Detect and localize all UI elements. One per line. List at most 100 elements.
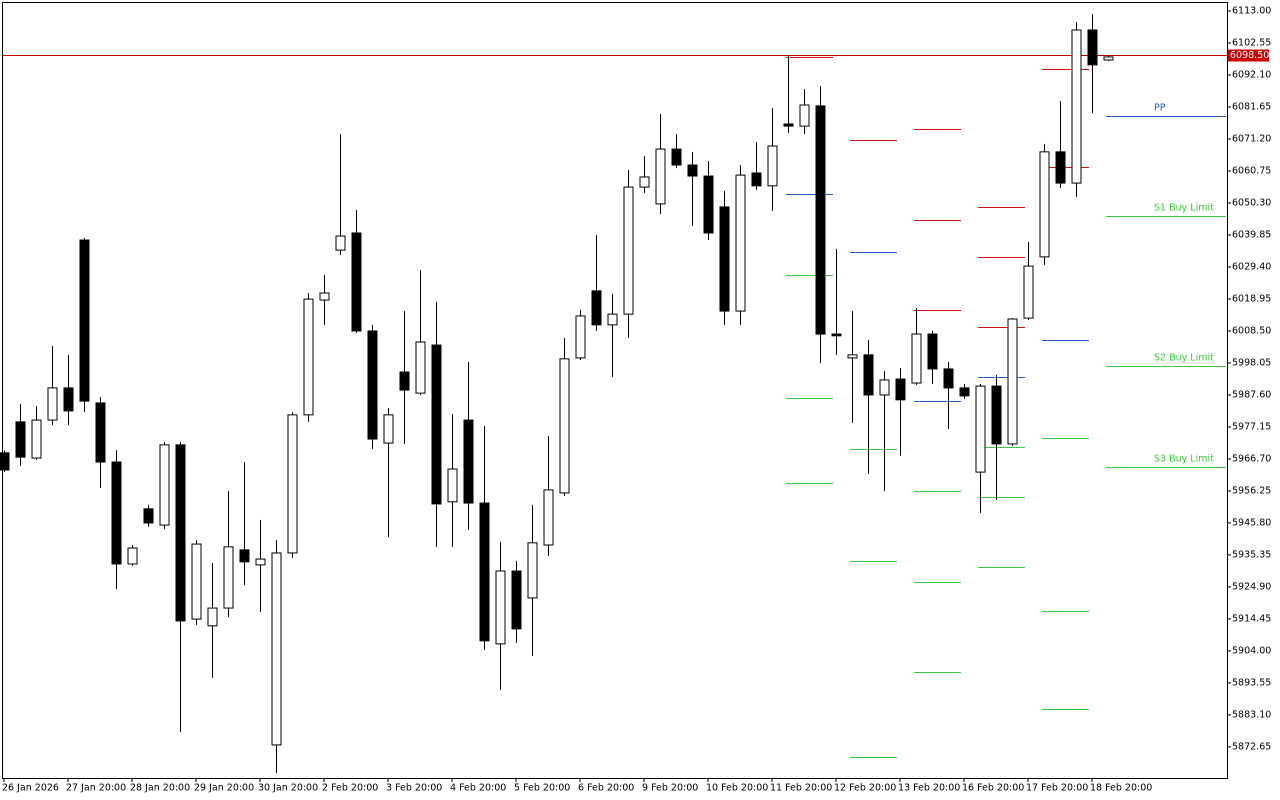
candle-body [511,570,522,630]
x-tick-label: 16 Feb 20:00 [962,783,1024,794]
candle-body [143,508,154,524]
candle-body [1103,56,1114,61]
x-tick-label: 11 Feb 20:00 [770,783,832,794]
level-label: S1 Buy Limit [1154,203,1214,214]
y-tick-label: 5977.15 [1232,421,1271,432]
candle-body [783,123,794,127]
candle-body [927,333,938,370]
candle-body [1087,29,1098,66]
y-tick-label: 6071.20 [1232,133,1271,144]
y-tick-label: 5872.65 [1232,741,1271,752]
y-tick-label: 5914.45 [1232,613,1271,624]
candle-body [1039,151,1050,258]
candle-body [799,104,810,127]
y-tick-label: 5935.35 [1232,549,1271,560]
candle-body [703,175,714,234]
y-tick-label: 6060.75 [1232,165,1271,176]
x-tick-label: 2 Feb 20:00 [322,783,378,794]
candle-body [335,235,346,251]
y-tick-label: 5945.80 [1232,517,1271,528]
y-tick-label: 5904.00 [1232,645,1271,656]
x-tick-label: 3 Feb 20:00 [386,783,442,794]
candle-body [63,387,74,412]
plot-frame [2,2,1228,779]
candle-body [687,164,698,177]
y-tick-label: 6050.30 [1232,197,1271,208]
candle-body [495,570,506,645]
candle-body [127,547,138,565]
candle-body [191,543,202,620]
candle-body [815,105,826,335]
candle-body [303,298,314,416]
candle-body [991,385,1002,445]
candle-body [431,344,442,505]
y-tick-label: 6039.85 [1232,229,1271,240]
level-label: PP [1154,103,1166,114]
candle-body [527,542,538,599]
y-tick-label: 6029.40 [1232,261,1271,272]
candle-body [639,176,650,188]
y-tick-label: 6092.10 [1232,69,1271,80]
x-tick-label: 5 Feb 20:00 [514,783,570,794]
candle-body [943,368,954,389]
x-tick-label: 6 Feb 20:00 [578,783,634,794]
y-tick-label: 5883.10 [1232,709,1271,720]
candle-body [239,549,250,563]
last-price-box [1228,49,1269,62]
candle-body [655,148,666,205]
candle-body [319,292,330,301]
y-tick-label: 6018.95 [1232,293,1271,304]
candle-body [1071,29,1082,184]
candle-body [863,354,874,396]
candle-body [207,607,218,627]
x-tick-label: 13 Feb 20:00 [898,783,960,794]
x-tick-label: 12 Feb 20:00 [834,783,896,794]
x-tick-label: 9 Feb 20:00 [642,783,698,794]
y-tick-label: 6008.50 [1232,325,1271,336]
candle-body [959,387,970,397]
candle-body [591,290,602,326]
y-tick-label: 6081.65 [1232,101,1271,112]
candle-body [911,333,922,384]
candle-body [1023,265,1034,319]
candle-body [31,419,42,459]
y-tick-label: 5966.70 [1232,453,1271,464]
candle-body [175,444,186,622]
candle-body [575,315,586,359]
candle-body [831,333,842,337]
candle-body [559,358,570,494]
y-tick-label: 5956.25 [1232,485,1271,496]
y-tick-label: 5998.05 [1232,357,1271,368]
candle-body [447,468,458,503]
x-tick-label: 30 Jan 20:00 [258,783,318,794]
y-tick-label: 5893.55 [1232,677,1271,688]
candle-body [47,387,58,421]
candle-body [383,414,394,444]
candle-body [607,313,618,326]
candle-body [975,385,986,473]
x-tick-label: 26 Jan 2026 [2,783,59,794]
candle-body [751,172,762,187]
candle-body [79,239,90,402]
candle-body [287,414,298,554]
candle-body [543,489,554,546]
x-tick-label: 18 Feb 20:00 [1090,783,1152,794]
candle-body [1055,151,1066,184]
y-tick-label: 6113.00 [1232,6,1271,17]
candle-body [719,206,730,312]
candle-body [15,421,26,458]
candle-body [271,552,282,746]
candle-body [351,232,362,332]
candle-body [895,378,906,401]
candle-body [1007,318,1018,445]
candle-body [847,354,858,359]
x-tick-label: 4 Feb 20:00 [450,783,506,794]
candle-body [111,461,122,565]
candle-body [367,330,378,440]
x-tick-label: 17 Feb 20:00 [1026,783,1088,794]
candle-body [255,558,266,566]
last-price-label: 6098.50 [1230,50,1269,61]
candle-body [95,402,106,463]
level-label: S2 Buy Limit [1154,353,1214,364]
y-tick-label: 5924.90 [1232,581,1271,592]
